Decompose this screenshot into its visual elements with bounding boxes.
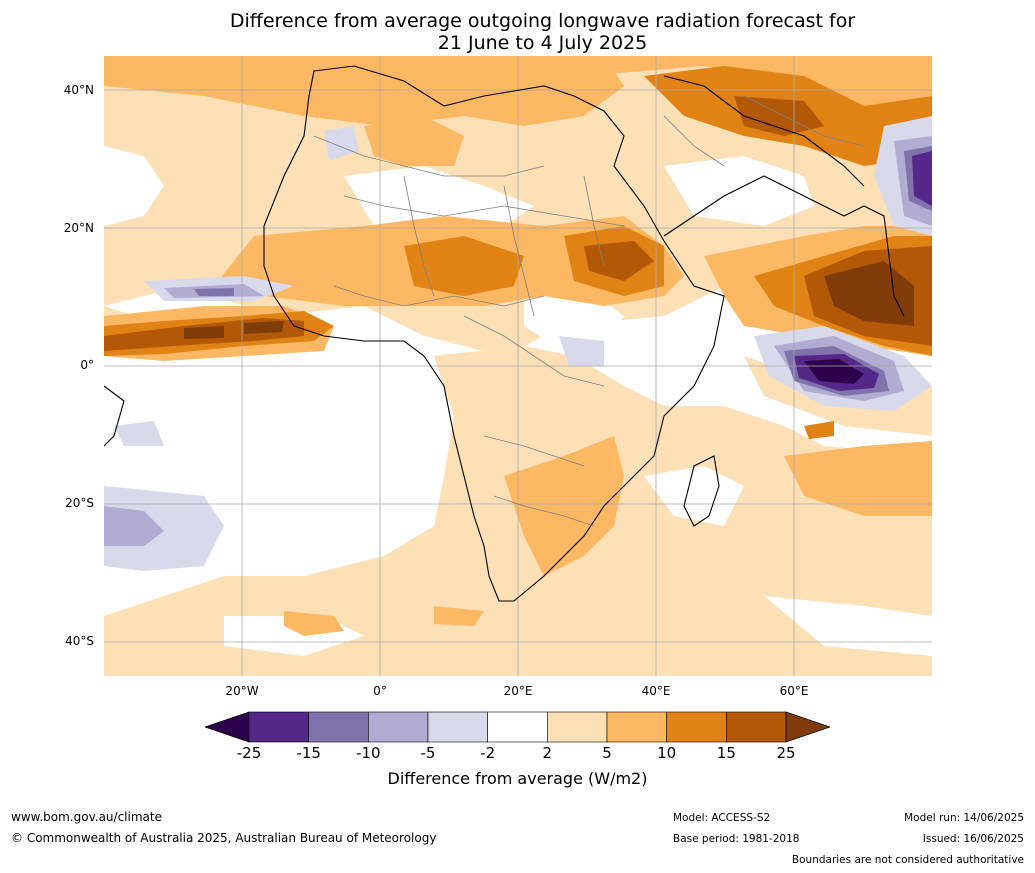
- footer-model: Model: ACCESS-S2: [673, 812, 771, 824]
- colorbar-segment: [726, 711, 787, 743]
- colorbar-tick-label: 15: [716, 744, 736, 762]
- colorbar-tick-label: 25: [776, 744, 796, 762]
- colorbar-segment: [248, 711, 309, 743]
- lon-label-40e: 40°E: [641, 684, 671, 698]
- footer-issued: Issued: 16/06/2025: [922, 833, 1024, 845]
- colorbar-segments: [205, 711, 830, 743]
- colorbar-segment: [606, 711, 667, 743]
- colorbar-tick-label: -10: [356, 744, 381, 762]
- colorbar-tick-label: -25: [236, 744, 262, 762]
- footer-base-period: Base period: 1981-2018: [673, 833, 800, 845]
- footer-website: www.bom.gov.au/climate: [11, 810, 162, 824]
- coastlines: [104, 65, 905, 602]
- colorbar-tick-label: 2: [542, 744, 553, 762]
- footer-copyright: © Commonwealth of Australia 2025, Austra…: [11, 831, 437, 845]
- colorbar-arrow-low: [205, 711, 250, 743]
- country-borders: [313, 95, 865, 527]
- colorbar-tick-label: -5: [420, 744, 436, 762]
- anomaly-near-zero-regions: [104, 146, 932, 656]
- anomaly-below-minus-25-regions: [804, 359, 864, 384]
- lat-label-20s: 20°S: [65, 496, 94, 510]
- title-line-1: Difference from average outgoing longwav…: [229, 10, 856, 32]
- colorbar-tick-label: 10: [657, 744, 677, 762]
- lat-label-40n: 40°N: [63, 83, 94, 97]
- lat-label-equator: 0°: [80, 358, 94, 372]
- lon-label-20w: 20°W: [225, 684, 259, 698]
- olr-anomaly-map: [104, 56, 932, 676]
- colorbar-segment: [427, 711, 488, 743]
- colorbar-tick-label: 5: [602, 744, 612, 762]
- footer-model-run: Model run: 14/06/2025: [904, 812, 1024, 824]
- colorbar-tick-label: -2: [480, 744, 496, 762]
- colorbar-segment: [666, 711, 727, 743]
- colorbar-segment: [547, 711, 608, 743]
- title-line-2: 21 June to 4 July 2025: [437, 32, 648, 54]
- lon-label-0: 0°: [373, 684, 387, 698]
- map-title: Difference from average outgoing longwav…: [100, 10, 985, 54]
- lon-label-60e: 60°E: [779, 684, 809, 698]
- lon-label-20e: 20°E: [503, 684, 533, 698]
- lat-label-20n: 20°N: [63, 221, 94, 235]
- colorbar-label: Difference from average (W/m2): [387, 769, 648, 788]
- footer-disclaimer: Boundaries are not considered authoritat…: [791, 854, 1024, 866]
- colorbar-segment: [308, 711, 369, 743]
- colorbar-segment: [368, 711, 429, 743]
- colorbar: [205, 711, 830, 743]
- lat-label-40s: 40°S: [65, 634, 94, 648]
- colorbar-arrow-high: [785, 711, 830, 743]
- map-svg: [104, 56, 932, 676]
- colorbar-tick-label: -15: [296, 744, 321, 762]
- colorbar-segment: [487, 711, 548, 743]
